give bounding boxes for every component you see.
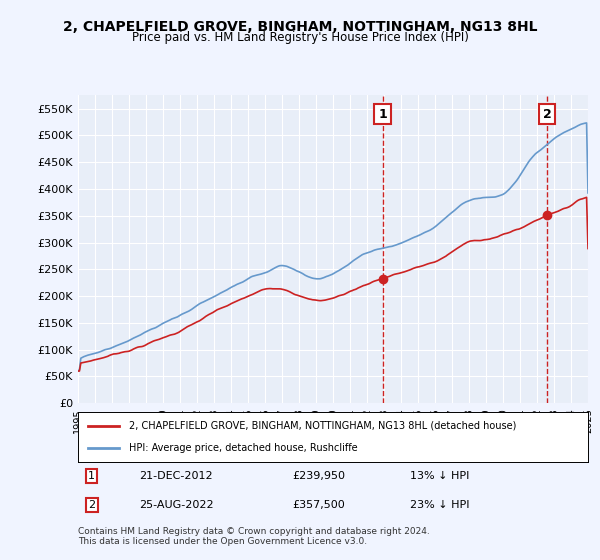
Text: 2: 2 bbox=[88, 500, 95, 510]
Text: 23% ↓ HPI: 23% ↓ HPI bbox=[409, 500, 469, 510]
Text: 1: 1 bbox=[378, 108, 387, 120]
Text: HPI: Average price, detached house, Rushcliffe: HPI: Average price, detached house, Rush… bbox=[129, 443, 358, 453]
Text: 21-DEC-2012: 21-DEC-2012 bbox=[139, 471, 213, 481]
Text: Price paid vs. HM Land Registry's House Price Index (HPI): Price paid vs. HM Land Registry's House … bbox=[131, 31, 469, 44]
Text: £357,500: £357,500 bbox=[292, 500, 345, 510]
Text: 25-AUG-2022: 25-AUG-2022 bbox=[139, 500, 214, 510]
Text: Contains HM Land Registry data © Crown copyright and database right 2024.
This d: Contains HM Land Registry data © Crown c… bbox=[78, 526, 430, 546]
Text: 2, CHAPELFIELD GROVE, BINGHAM, NOTTINGHAM, NG13 8HL: 2, CHAPELFIELD GROVE, BINGHAM, NOTTINGHA… bbox=[63, 20, 537, 34]
Text: 1: 1 bbox=[88, 471, 95, 481]
Text: 13% ↓ HPI: 13% ↓ HPI bbox=[409, 471, 469, 481]
Text: £239,950: £239,950 bbox=[292, 471, 345, 481]
Text: 2: 2 bbox=[542, 108, 551, 120]
Text: 2, CHAPELFIELD GROVE, BINGHAM, NOTTINGHAM, NG13 8HL (detached house): 2, CHAPELFIELD GROVE, BINGHAM, NOTTINGHA… bbox=[129, 421, 517, 431]
